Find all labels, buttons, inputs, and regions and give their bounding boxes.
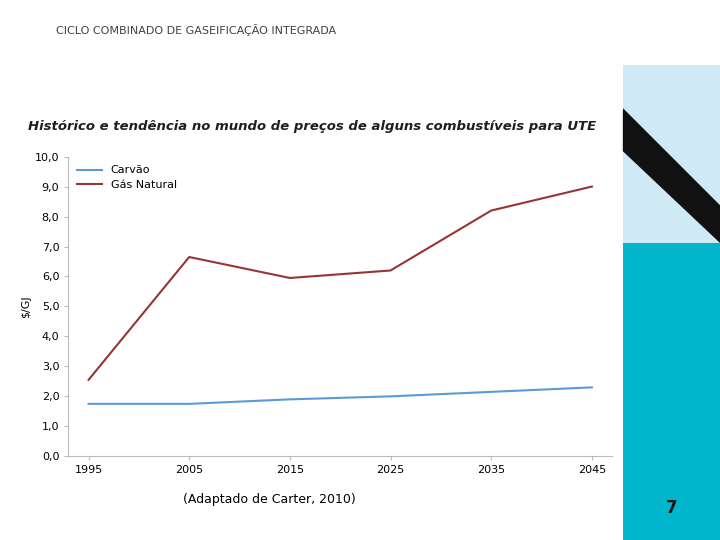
Carvão: [588, 384, 596, 390]
Gás Natural: [185, 254, 194, 260]
Carvão: [84, 401, 93, 407]
Polygon shape: [623, 108, 720, 243]
Carvão: [487, 389, 495, 395]
Line: Gás Natural: Gás Natural: [89, 186, 592, 380]
Bar: [623, 0, 720, 65]
Y-axis label: $/GJ: $/GJ: [21, 295, 31, 318]
Gás Natural: [84, 376, 93, 383]
Text: CICLO COMBINADO DE GASEIFICAÇÃO INTEGRADA: CICLO COMBINADO DE GASEIFICAÇÃO INTEGRAD…: [56, 24, 336, 36]
Gás Natural: [588, 183, 596, 190]
Text: (Adaptado de Carter, 2010): (Adaptado de Carter, 2010): [183, 493, 356, 506]
Text: 1. CONTEXTO ENERGÉTICO: 1. CONTEXTO ENERGÉTICO: [199, 78, 511, 99]
Gás Natural: [386, 267, 395, 274]
Line: Carvão: Carvão: [89, 387, 592, 404]
Bar: [623, 0, 720, 243]
Carvão: [185, 401, 194, 407]
Carvão: [286, 396, 294, 403]
Legend: Carvão, Gás Natural: Carvão, Gás Natural: [74, 162, 180, 193]
Carvão: [386, 393, 395, 400]
Gás Natural: [286, 275, 294, 281]
Text: Histórico e tendência no mundo de preços de alguns combustíveis para UTE: Histórico e tendência no mundo de preços…: [27, 120, 595, 133]
Gás Natural: [487, 207, 495, 214]
Text: 7: 7: [665, 498, 678, 517]
